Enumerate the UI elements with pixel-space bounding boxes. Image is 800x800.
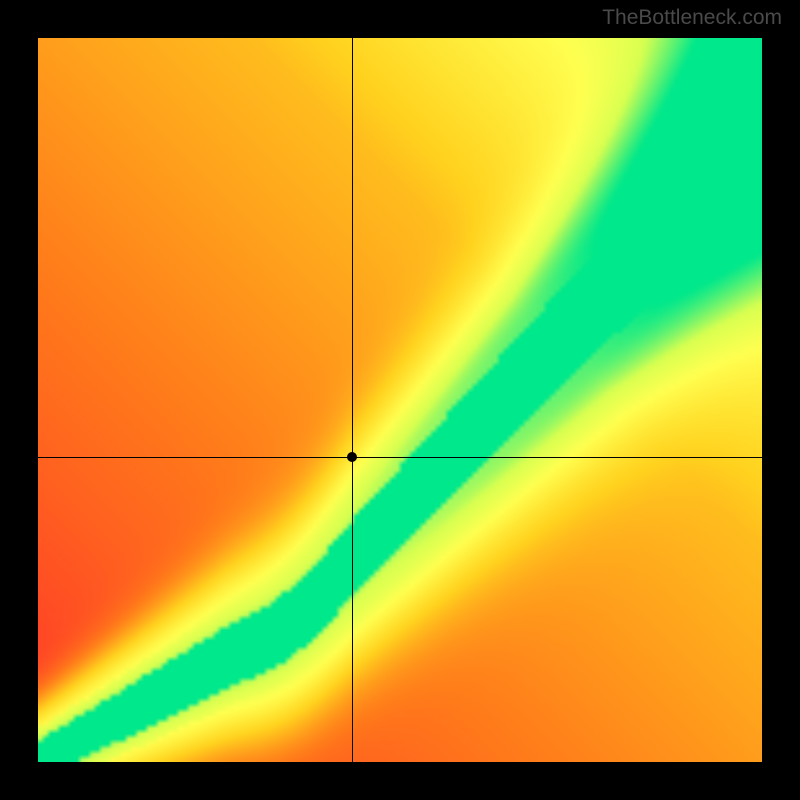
heatmap-canvas	[38, 38, 762, 762]
crosshair-horizontal	[38, 457, 762, 458]
plot-area	[38, 38, 762, 762]
crosshair-vertical	[352, 38, 353, 762]
marker-dot	[347, 452, 357, 462]
watermark-text: TheBottleneck.com	[602, 6, 782, 30]
